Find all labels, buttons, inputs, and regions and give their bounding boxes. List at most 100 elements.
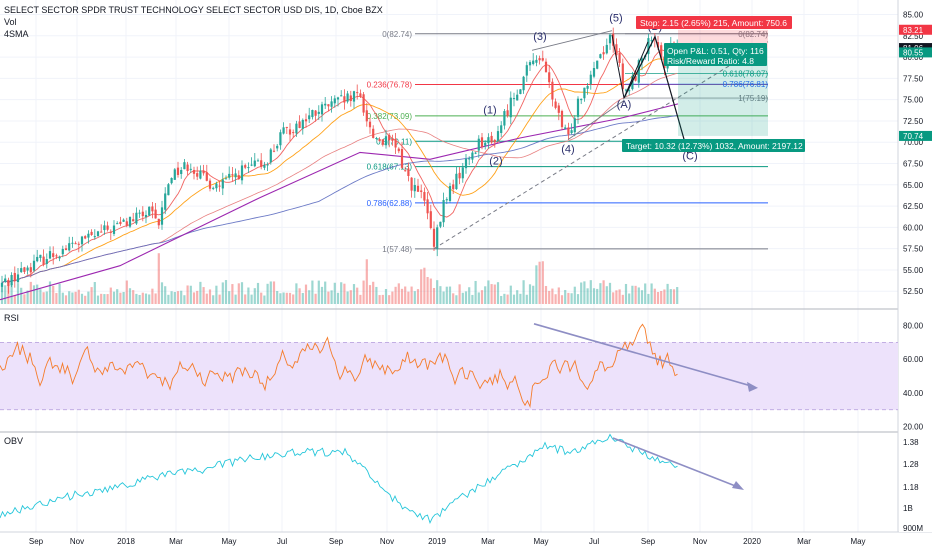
price-label-bg-2	[899, 47, 932, 58]
candle-body-169	[541, 58, 544, 61]
wave-label-3: (4)	[561, 143, 574, 155]
candle-body-51	[164, 193, 167, 210]
candle-body-177	[567, 127, 570, 135]
candle-body-144	[461, 167, 464, 179]
candle-body-47	[151, 206, 154, 212]
volume-bar-121	[388, 295, 391, 304]
volume-bar-23	[74, 291, 77, 304]
candle-body-81	[260, 160, 263, 167]
candle-layer	[0, 27, 679, 294]
candle-body-117	[375, 138, 378, 140]
volume-bar-179	[573, 286, 576, 304]
candle-body-139	[445, 199, 448, 201]
candle-body-143	[458, 172, 461, 179]
volume-bar-167	[535, 265, 538, 304]
candle-body-60	[192, 169, 196, 174]
volume-bar-62	[199, 281, 202, 304]
volume-bar-5	[16, 283, 20, 304]
volume-bar-19	[61, 292, 64, 304]
volume-bar-146	[468, 287, 471, 304]
candle-body-138	[442, 200, 445, 223]
candle-body-101	[324, 103, 327, 106]
candle-body-145	[464, 158, 468, 169]
volume-bar-104	[333, 282, 336, 304]
candle-body-48	[154, 209, 157, 219]
price-axis-tick-4: 75.00	[903, 96, 924, 105]
candle-body-124	[397, 148, 400, 152]
rsi-axis-tick-1: 60.00	[903, 355, 924, 364]
rsi-line	[0, 323, 678, 409]
candle-body-128	[410, 177, 413, 191]
candle-body-83	[266, 164, 269, 166]
volume-bar-140	[448, 286, 452, 304]
candle-body-126	[404, 170, 407, 172]
candle-body-52	[167, 184, 170, 196]
volume-bar-170	[544, 285, 548, 304]
candle-body-181	[580, 98, 583, 101]
candle-body-92	[295, 123, 298, 134]
volume-bar-145	[464, 291, 468, 304]
volume-bar-126	[404, 286, 407, 304]
candle-body-168	[538, 58, 541, 61]
volume-bar-205	[656, 292, 660, 304]
rsi-trend-arrow	[533, 323, 753, 387]
volume-bar-22	[71, 292, 74, 304]
volume-bar-91	[292, 294, 295, 304]
fib-layer: 0(82.74) 0.236(76.78) 0.382(73.09) 0.5(70.1…	[367, 30, 769, 254]
volume-bar-111	[356, 287, 359, 304]
volume-bar-181	[580, 282, 583, 304]
candle-body-106	[340, 95, 343, 97]
volume-bar-156	[500, 295, 503, 304]
candle-body-133	[426, 199, 429, 214]
candle-body-75	[240, 165, 244, 181]
wave-label-5: (A)	[617, 99, 632, 111]
candle-body-157	[503, 111, 506, 126]
candle-body-30	[96, 231, 100, 237]
candle-body-121	[388, 134, 391, 141]
volume-bar-28	[90, 287, 93, 304]
volume-bar-125	[400, 288, 404, 304]
volume-bar-172	[551, 288, 554, 304]
rsi-trend-arrowhead	[747, 381, 758, 392]
candle-body-53	[170, 177, 173, 184]
candle-body-89	[285, 126, 288, 128]
obv-trend-arrowhead	[732, 481, 744, 490]
candle-body-190	[608, 34, 612, 44]
candle-body-31	[100, 231, 103, 233]
candle-body-84	[269, 149, 272, 163]
volume-bar-162	[519, 293, 522, 304]
volume-bar-15	[48, 281, 52, 304]
stop-label: Stop: 2.15 (2.65%) 215, Amount: 750.6	[636, 16, 792, 29]
candle-body-80	[256, 160, 260, 162]
volume-bar-81	[260, 292, 263, 304]
candle-body-8	[26, 267, 29, 271]
candle-body-29	[93, 236, 96, 238]
volume-bar-25	[80, 293, 84, 304]
candle-body-111	[356, 92, 359, 94]
candle-body-189	[605, 44, 608, 54]
volume-bar-132	[423, 267, 426, 304]
candle-body-16	[52, 253, 55, 257]
volume-bar-161	[516, 290, 519, 304]
wave-label-4: (5)	[609, 12, 622, 24]
volume-bar-27	[87, 291, 90, 304]
volume-bar-64	[205, 293, 208, 304]
time-axis-tick-3: Mar	[169, 537, 183, 546]
candle-body-40	[128, 216, 132, 227]
volume-bar-103	[330, 290, 333, 304]
volume-bar-185	[592, 288, 596, 304]
volume-bar-51	[164, 286, 167, 304]
time-axis-tick-8: 2019	[428, 537, 446, 546]
candle-body-195	[624, 89, 628, 91]
volume-bar-184	[589, 280, 592, 304]
volume-bar-178	[570, 293, 573, 304]
volume-bar-137	[439, 286, 442, 304]
volume-bar-116	[372, 281, 375, 304]
candle-body-43	[138, 212, 141, 214]
rsi-axis-tick-0: 80.00	[903, 321, 924, 330]
volume-bar-10	[32, 285, 36, 304]
candle-body-10	[32, 260, 36, 271]
volume-bar-76	[244, 294, 247, 304]
price-label-3: 70.74	[903, 132, 924, 141]
volume-bar-198	[634, 285, 637, 304]
